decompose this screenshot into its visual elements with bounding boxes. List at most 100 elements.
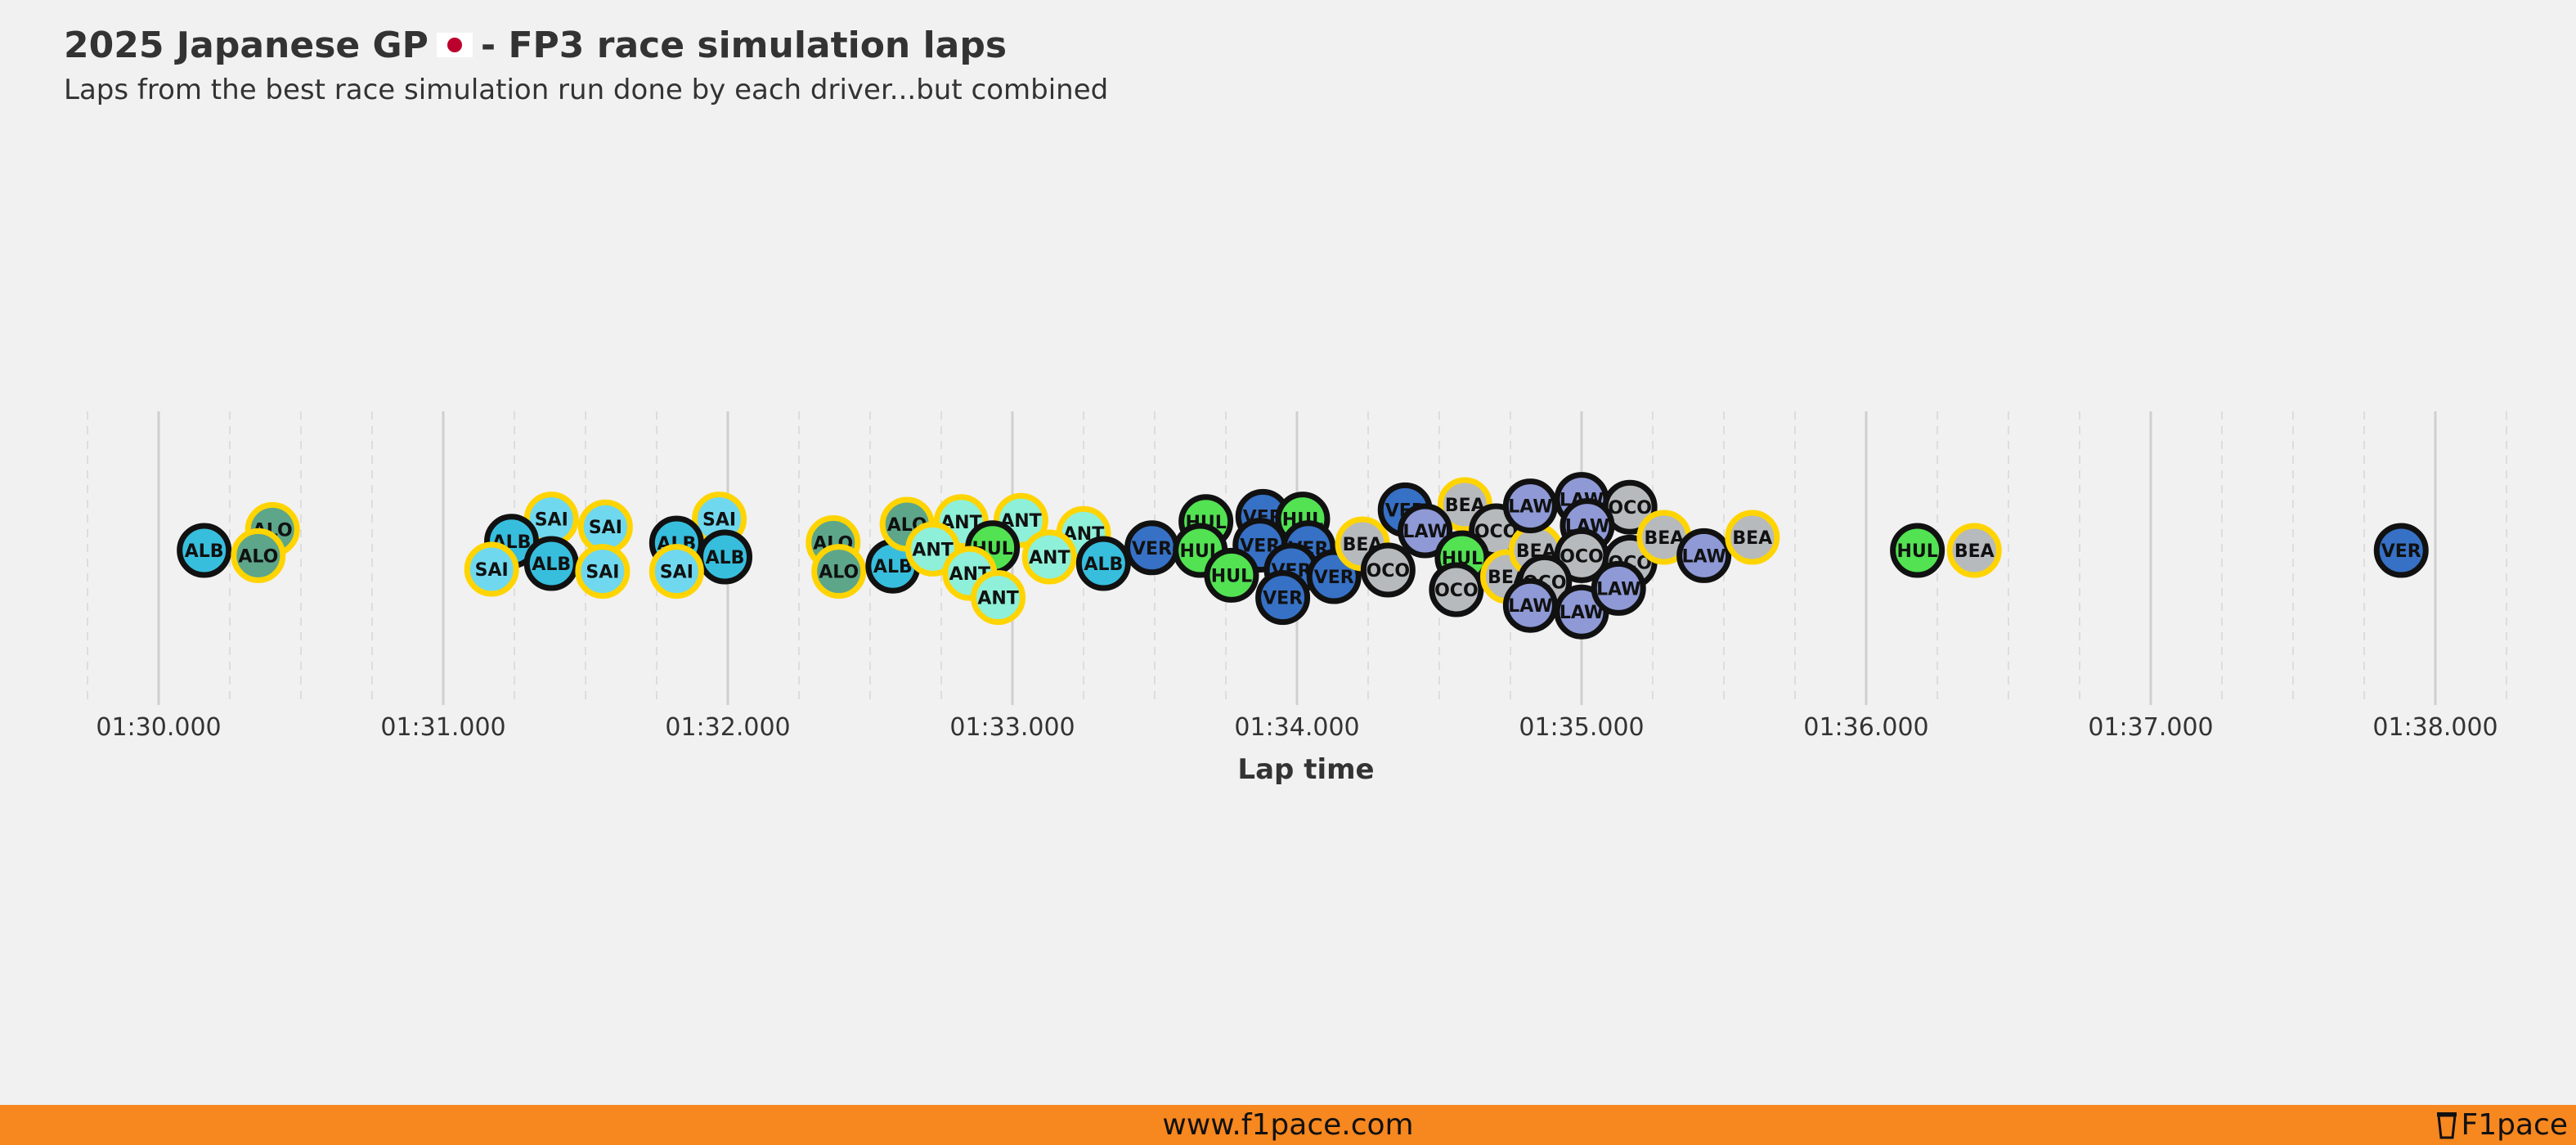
- lap-driver-label: VER: [1132, 539, 1172, 559]
- lap-marker: [1360, 542, 1416, 598]
- x-tick-label: 01:32.000: [665, 713, 790, 742]
- x-axis-ticks: 01:30.000 01:31.000 01:32.000 01:33.000 01:3…: [96, 713, 2497, 742]
- lap-point-ver[interactable]: VER: [1306, 549, 1362, 604]
- lap-marker: [971, 570, 1026, 626]
- lap-point-law[interactable]: LAW: [1502, 577, 1558, 633]
- lap-driver-label: SAI: [702, 510, 736, 531]
- lap-driver-label: VER: [1314, 568, 1354, 588]
- lap-point-bea[interactable]: BEA: [1946, 523, 2002, 578]
- x-tick-label: 01:34.000: [1234, 713, 1359, 742]
- lap-driver-label: HUL: [1896, 541, 1937, 562]
- lap-point-law[interactable]: LAW: [1676, 528, 1732, 583]
- lap-marker: [1398, 503, 1453, 559]
- lap-driver-label: OCO: [1608, 498, 1652, 519]
- lap-marker: [1075, 536, 1131, 591]
- lap-marker: [1502, 577, 1558, 633]
- lap-point-alo[interactable]: ALO: [811, 544, 867, 599]
- lap-point-ant[interactable]: ANT: [905, 521, 961, 577]
- lap-driver-label: ALB: [873, 557, 913, 577]
- x-tick-label: 01:35.000: [1519, 713, 1644, 742]
- lap-driver-label: BEA: [1732, 528, 1772, 549]
- lap-marker: [2373, 523, 2429, 578]
- lap-driver-label: ALO: [238, 546, 278, 567]
- lap-driver-label: LAW: [1560, 603, 1604, 623]
- lap-driver-label: ALB: [185, 541, 224, 562]
- lap-driver-label: ALB: [532, 555, 571, 575]
- lap-point-ver[interactable]: VER: [2373, 523, 2429, 578]
- lap-driver-label: OCO: [1560, 546, 1604, 567]
- lap-point-sai[interactable]: SAI: [575, 544, 631, 599]
- lap-driver-label: BEA: [1645, 528, 1685, 549]
- title-text-before: 2025 Japanese GP: [64, 25, 429, 66]
- x-tick-label: 01:31.000: [380, 713, 505, 742]
- lap-driver-label: ANT: [1029, 548, 1070, 568]
- lap-driver-label: ALB: [706, 548, 745, 568]
- x-tick-label: 01:37.000: [2088, 713, 2213, 742]
- lap-marker: [1255, 570, 1311, 626]
- lap-driver-label: ALB: [1084, 555, 1123, 575]
- footer-bar: www.f1pace.com F1pace: [0, 1105, 2576, 1145]
- lap-point-alb[interactable]: ALB: [523, 536, 579, 591]
- lap-point-ver[interactable]: VER: [1124, 520, 1180, 576]
- lap-point-alb[interactable]: ALB: [865, 538, 921, 594]
- lap-point-law[interactable]: LAW: [1502, 478, 1558, 534]
- lap-driver-label: OCO: [1434, 581, 1479, 601]
- lap-point-oco[interactable]: OCO: [1554, 528, 1609, 583]
- lap-driver-label: ANT: [977, 589, 1018, 609]
- lap-point-law[interactable]: LAW: [1554, 584, 1609, 640]
- lap-point-sai[interactable]: SAI: [464, 541, 519, 597]
- lap-driver-label: ALO: [819, 563, 859, 583]
- lap-point-alb[interactable]: ALB: [1075, 536, 1131, 591]
- lap-point-ant[interactable]: ANT: [971, 570, 1026, 626]
- lap-marker: [698, 529, 753, 585]
- lap-driver-label: LAW: [1681, 546, 1726, 567]
- lap-point-oco[interactable]: OCO: [1429, 562, 1484, 617]
- lap-marker: [177, 523, 232, 578]
- lap-point-alo[interactable]: ALO: [231, 528, 286, 583]
- lap-point-oco[interactable]: OCO: [1360, 542, 1416, 598]
- lap-marker: [1890, 523, 1945, 578]
- lap-point-law[interactable]: LAW: [1591, 560, 1646, 616]
- x-tick-label: 01:30.000: [96, 713, 221, 742]
- lap-point-law[interactable]: LAW: [1398, 503, 1453, 559]
- chart-title: 2025 Japanese GP - FP3 race simulation l…: [64, 25, 1007, 66]
- lap-driver-label: VER: [1263, 589, 1303, 609]
- lap-point-sai[interactable]: SAI: [577, 499, 633, 555]
- lap-driver-label: LAW: [1508, 596, 1552, 617]
- lap-marker: [811, 544, 867, 599]
- lap-point-sai[interactable]: SAI: [648, 544, 704, 599]
- lap-driver-label: SAI: [586, 563, 619, 583]
- lap-point-alb[interactable]: ALB: [177, 523, 232, 578]
- x-tick-label: 01:38.000: [2372, 713, 2497, 742]
- lap-point-hul[interactable]: HUL: [1890, 523, 1945, 578]
- lap-marker: [648, 544, 704, 599]
- lap-marker: [1429, 562, 1484, 617]
- lap-point-ant[interactable]: ANT: [1021, 529, 1077, 585]
- lap-marker: [231, 528, 286, 583]
- lap-marker: [523, 536, 579, 591]
- lap-point-hul[interactable]: HUL: [1204, 547, 1259, 603]
- lap-driver-label: ANT: [912, 540, 953, 560]
- lap-point-alb[interactable]: ALB: [698, 529, 753, 585]
- footer-url[interactable]: www.f1pace.com: [1162, 1108, 1414, 1142]
- lap-driver-label: OCO: [1367, 561, 1411, 581]
- lap-marker: [1591, 560, 1646, 616]
- lap-marker: [1502, 478, 1558, 534]
- footer-brand-text: F1pace: [2461, 1108, 2568, 1142]
- lap-driver-label: SAI: [589, 518, 622, 538]
- lap-marker: [464, 541, 519, 597]
- lap-driver-label: BEA: [1954, 541, 1995, 562]
- chart-subtitle: Laps from the best race simulation run d…: [64, 74, 1109, 106]
- lap-marker: [1676, 528, 1732, 583]
- x-tick-label: 01:33.000: [949, 713, 1075, 742]
- lap-marker: [1725, 510, 1780, 565]
- lap-driver-label: LAW: [1508, 497, 1552, 518]
- lap-marker: [1021, 529, 1077, 585]
- japan-flag-icon: [436, 25, 473, 66]
- lap-point-ver[interactable]: VER: [1255, 570, 1311, 626]
- lap-driver-label: SAI: [475, 560, 509, 581]
- title-text-after: - FP3 race simulation laps: [480, 25, 1008, 66]
- lap-driver-label: VER: [2381, 541, 2421, 562]
- x-tick-label: 01:36.000: [1803, 713, 1928, 742]
- lap-point-bea[interactable]: BEA: [1725, 510, 1780, 565]
